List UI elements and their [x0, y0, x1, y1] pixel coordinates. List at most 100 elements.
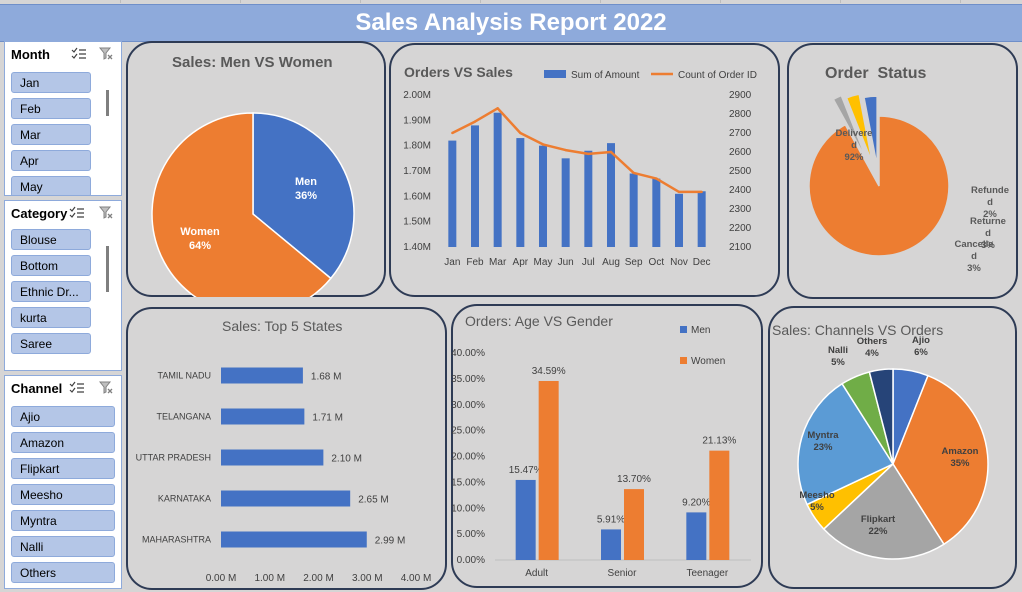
y2-tick-label: 2400 [729, 185, 752, 196]
line-point-jan [451, 131, 454, 135]
slicer-item-ethnic-dress[interactable]: Ethnic Dr... [11, 281, 91, 302]
gridline [240, 0, 241, 3]
pie-slice-others [868, 368, 894, 465]
slicer-item-may[interactable]: May [11, 176, 91, 195]
slicer-item-amazon[interactable]: Amazon [11, 432, 115, 453]
slicer-item-saree[interactable]: Saree [11, 333, 91, 354]
data-label: 13.70% [617, 474, 651, 485]
orders-vs-sales-chart: 1.40M 1.50M 1.60M 1.70M 1.80M 1.90M 2.00M 2100 2… [403, 70, 757, 268]
slicer-item-bottom[interactable]: Bottom [11, 255, 91, 276]
bar-oct [652, 178, 661, 247]
data-label: 34.59% [532, 366, 566, 377]
multi-select-icon[interactable] [69, 381, 85, 395]
y-tick-label: 20.00% [451, 452, 485, 463]
data-label: Nalli [828, 345, 848, 356]
y-tick-label: 5.00% [457, 529, 485, 540]
data-label: Women [180, 226, 220, 238]
pie-slice-refunded [832, 94, 868, 162]
bar-jun [561, 158, 570, 247]
legend-label: Count of Order ID [678, 70, 757, 81]
data-label: 1.71 M [312, 413, 343, 424]
data-label: 2.65 M [358, 495, 389, 506]
slicer-item-myntra[interactable]: Myntra [11, 510, 115, 531]
gridline [120, 0, 121, 3]
gridline [480, 0, 481, 3]
clear-filter-icon[interactable] [99, 47, 113, 61]
x-tick-label: 1.00 M [254, 573, 285, 584]
legend-label: Sum of Amount [571, 70, 640, 81]
report-title-bar: Sales Analysis Report 2022 [0, 4, 1022, 42]
data-label: Others [857, 336, 888, 347]
data-label: 2.10 M [331, 454, 362, 465]
category-scrollbar[interactable] [106, 246, 109, 292]
multi-select-icon[interactable] [69, 206, 85, 220]
data-label: d [971, 251, 977, 262]
data-label: 5% [810, 502, 824, 513]
pie-slice-men [252, 112, 355, 280]
slicer-item-ajio[interactable]: Ajio [11, 406, 115, 427]
multi-select-icon[interactable] [71, 47, 87, 61]
line-point-jul [587, 152, 590, 156]
bar-men-adult [515, 479, 536, 560]
y-tick-label: 35.00% [451, 374, 485, 385]
data-label: 21.13% [702, 436, 736, 447]
data-label: 35% [950, 458, 970, 469]
bar-maharashtra [221, 531, 367, 548]
bar-may [539, 145, 547, 247]
x-tick-label: Nov [670, 257, 688, 268]
slicer-item-kurta[interactable]: kurta [11, 307, 91, 328]
bar-women-senior [624, 489, 644, 560]
gridline [360, 0, 361, 3]
y2-tick-label: 2300 [729, 204, 752, 215]
bar-women-adult [538, 380, 559, 560]
pie-slice-cancelled [863, 95, 878, 167]
x-tick-label: Senior [608, 568, 638, 579]
x-tick-label: Jul [582, 257, 595, 268]
data-label: Delivere [836, 128, 873, 139]
y-tick-label: 1.50M [403, 217, 431, 228]
slicer-item-apr[interactable]: Apr [11, 150, 91, 171]
bar-men-teenager [686, 512, 707, 560]
line-point-sep [632, 171, 635, 175]
data-label: 4% [865, 348, 879, 359]
channel-slicer-header: Channel [11, 381, 63, 396]
bar-jul [584, 150, 593, 247]
slicer-item-blouse[interactable]: Blouse [11, 229, 91, 250]
slicer-item-meesho[interactable]: Meesho [11, 484, 115, 505]
data-label: d [985, 228, 991, 239]
month-slicer: Month Jan Feb Mar Apr May [4, 41, 122, 196]
data-label: 92% [844, 152, 864, 163]
data-label: d [987, 197, 993, 208]
month-scrollbar[interactable] [106, 90, 109, 116]
y-tick-label: 0.00% [457, 555, 485, 566]
data-label: Refunde [971, 185, 1009, 196]
slicer-item-others[interactable]: Others [11, 562, 115, 583]
top5-states-chart: TAMIL NADU 1.68 M TELANGANA 1.71 M UTTAR PRA… [136, 367, 431, 584]
slicer-item-nalli[interactable]: Nalli [11, 536, 115, 557]
pie-slice-delivered [808, 115, 950, 257]
slicer-item-jan[interactable]: Jan [11, 72, 91, 93]
slicer-item-mar[interactable]: Mar [11, 124, 91, 145]
data-label: 22% [868, 526, 888, 537]
line-point-may [541, 143, 545, 146]
x-tick-label: Dec [693, 257, 711, 268]
line-point-nov [677, 190, 681, 194]
orders-vs-sales-title: Orders VS Sales [404, 64, 513, 80]
slicer-item-flipkart[interactable]: Flipkart [11, 458, 115, 479]
channel-slicer: Channel Ajio Amazon Flipkart Meesho Mynt… [4, 375, 122, 589]
clear-filter-icon[interactable] [99, 206, 113, 220]
clear-filter-icon[interactable] [99, 381, 113, 395]
data-label: Men [295, 176, 317, 188]
y-tick-label: 15.00% [451, 477, 485, 488]
slicer-item-feb[interactable]: Feb [11, 98, 91, 119]
y-tick-label: 1.60M [403, 191, 431, 202]
y2-tick-label: 2800 [729, 109, 752, 120]
y2-tick-label: 2600 [729, 147, 752, 158]
line-point-apr [519, 131, 522, 135]
data-label: Cancelle [954, 239, 993, 250]
y-tick-label: 2.00M [403, 90, 431, 101]
pie-slice-returned [845, 93, 874, 164]
data-label: 9.20% [682, 497, 710, 508]
pie-slice-flipkart [822, 462, 945, 560]
x-tick-label: Adult [525, 568, 548, 579]
